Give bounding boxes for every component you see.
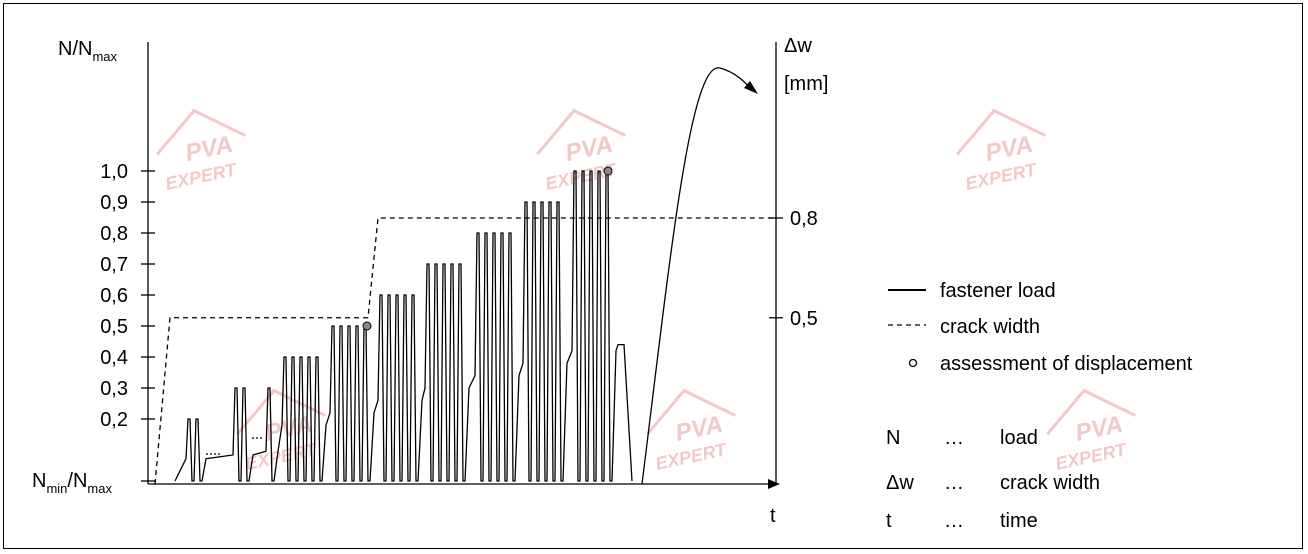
svg-text:EXPERT: EXPERT [244,439,320,474]
svg-text:EXPERT: EXPERT [164,159,240,194]
x-axis-arrow [768,479,780,489]
svg-text:EXPERT: EXPERT [1054,439,1130,474]
y-left-tick-label: 0,5 [100,316,128,338]
y-left-tick-label: 0,7 [100,254,128,276]
y-left-tick-label: 0,4 [100,347,128,369]
watermark-logo: PVA EXPERT [646,388,736,474]
symbol-dw: Δw [886,472,914,494]
symbol-n-dots: … [944,427,964,449]
svg-text:EXPERT: EXPERT [964,159,1040,194]
symbol-t: t [886,510,892,532]
symbol-dw-dots: … [944,472,964,494]
symbol-n: N [886,427,900,449]
y-left-tick-label: 0,2 [100,409,128,431]
series-failure-curve [641,67,753,485]
symbol-n-desc: load [1000,427,1038,449]
failure-arrow [744,81,758,94]
series-fastener-load [174,170,633,482]
symbol-dw-desc: crack width [1000,472,1100,494]
y-left-tick-label: 0,3 [100,378,128,400]
y-right-label: Δw [784,35,812,57]
assessment-marker [603,166,613,176]
y-left-tick-label: 1,0 [100,161,128,183]
symbol-key: N … load Δw … crack width t … time [886,427,1100,532]
y-left-label: N/Nmax [58,38,118,64]
chart-frame [3,3,1303,549]
watermark-logo: PVA EXPERT [956,108,1046,194]
y-right-tick-label: 0,8 [790,208,818,230]
symbol-t-desc: time [1000,510,1038,532]
watermark-logo: PVA EXPERT [1046,388,1136,474]
assessment-marker [362,321,372,331]
legend-label-fastener-load: fastener load [940,280,1056,302]
symbol-t-dots: … [944,510,964,532]
legend: fastener load crack width assessment of … [888,280,1193,375]
y-left-ticks: 1,0 0,9 0,8 0,7 0,6 0,5 0,4 0,3 0,2 [100,161,155,431]
y-left-tick-label: 0,9 [100,192,128,214]
legend-label-crack-width: crack width [940,316,1040,338]
watermark-logo: PVA EXPERT [156,108,246,194]
y-right-tick-label: 0,5 [790,308,818,330]
axes [147,42,780,489]
x-axis-label: t [770,505,776,527]
series-crack-width [154,217,776,485]
legend-label-assessment: assessment of displacement [940,353,1193,375]
y-left-tick-label: 0,8 [100,223,128,245]
series [154,67,776,485]
y-left-tick-label: 0,6 [100,285,128,307]
y-left-min-label: Nmin/Nmax [32,470,112,496]
y-right-unit: [mm] [784,73,828,95]
legend-marker-assessment [908,358,918,368]
svg-text:EXPERT: EXPERT [654,439,730,474]
y-right-ticks: 0,8 0,5 [769,208,818,330]
